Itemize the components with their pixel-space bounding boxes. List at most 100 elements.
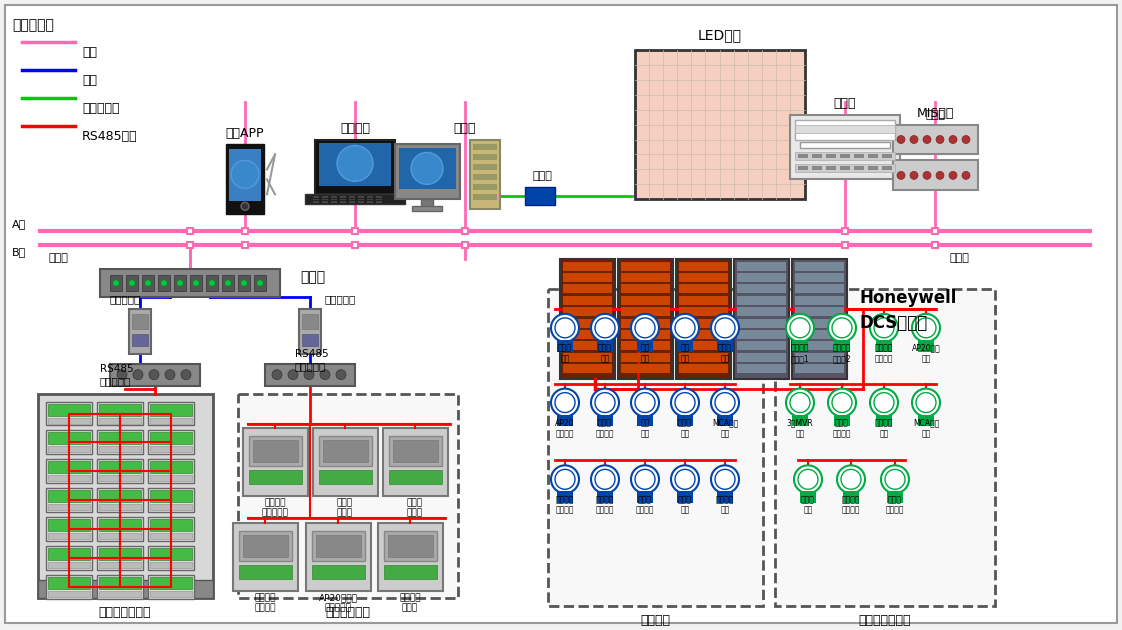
Text: 品管
仪表: 品管 仪表 xyxy=(680,344,690,363)
Bar xyxy=(834,340,850,352)
Circle shape xyxy=(711,314,739,342)
Text: 高清视频线: 高清视频线 xyxy=(82,101,120,115)
Bar xyxy=(96,401,142,425)
Circle shape xyxy=(787,314,813,342)
Bar xyxy=(795,152,895,161)
Bar xyxy=(795,273,844,282)
Bar xyxy=(462,242,468,248)
Bar xyxy=(142,275,154,291)
Text: 蒸锅炉
车间仪表: 蒸锅炉 车间仪表 xyxy=(833,418,852,438)
Bar xyxy=(252,440,298,462)
Bar xyxy=(597,415,613,427)
Circle shape xyxy=(896,171,905,180)
Bar xyxy=(331,199,337,200)
Bar xyxy=(319,144,390,186)
Circle shape xyxy=(181,370,191,380)
Bar xyxy=(563,284,611,293)
Bar xyxy=(242,242,248,248)
Text: 蒸汽进厂
总仪表1: 蒸汽进厂 总仪表1 xyxy=(791,344,809,363)
Bar xyxy=(187,242,193,248)
Text: 备用井
仪表: 备用井 仪表 xyxy=(598,344,611,363)
Bar xyxy=(238,394,458,598)
Bar xyxy=(677,491,693,503)
Circle shape xyxy=(635,318,655,338)
Circle shape xyxy=(129,280,135,286)
Circle shape xyxy=(874,392,894,413)
Circle shape xyxy=(555,469,574,490)
Circle shape xyxy=(631,314,659,342)
Bar xyxy=(48,432,90,444)
Bar xyxy=(473,175,497,180)
Bar xyxy=(637,340,653,352)
Bar xyxy=(376,197,381,198)
Text: 网线: 网线 xyxy=(82,46,96,59)
Bar xyxy=(150,461,192,473)
Bar xyxy=(46,517,92,541)
Circle shape xyxy=(320,370,330,380)
Bar xyxy=(305,194,405,204)
Circle shape xyxy=(257,280,263,286)
Text: 以太网: 以太网 xyxy=(48,253,67,263)
Bar xyxy=(96,546,142,570)
Text: 光电转换器: 光电转换器 xyxy=(109,294,140,304)
Bar xyxy=(150,432,192,444)
Bar xyxy=(775,289,995,606)
Bar xyxy=(795,353,844,362)
Bar xyxy=(242,228,248,234)
Bar xyxy=(48,461,90,473)
Bar xyxy=(473,154,497,161)
Bar xyxy=(470,139,500,209)
Bar xyxy=(462,228,468,234)
Text: 低压配电室电表: 低压配电室电表 xyxy=(99,606,151,619)
Circle shape xyxy=(828,389,856,416)
Bar xyxy=(46,488,92,512)
Bar xyxy=(563,273,611,282)
Bar xyxy=(620,296,670,305)
Text: 上位机: 上位机 xyxy=(453,122,476,135)
Bar xyxy=(393,440,438,462)
Bar xyxy=(812,154,822,158)
Circle shape xyxy=(833,318,852,338)
Bar xyxy=(48,447,90,452)
Circle shape xyxy=(798,469,818,490)
Bar xyxy=(563,330,611,339)
Text: 硼酸钙
车间仪表: 硼酸钙 车间仪表 xyxy=(885,495,904,515)
Circle shape xyxy=(635,392,655,413)
Circle shape xyxy=(675,392,695,413)
Circle shape xyxy=(241,202,249,210)
Bar xyxy=(367,197,373,198)
Circle shape xyxy=(288,370,298,380)
Text: MCA车间
仪表: MCA车间 仪表 xyxy=(711,418,738,438)
Bar xyxy=(620,353,670,362)
Bar xyxy=(620,284,670,293)
Bar xyxy=(150,447,192,452)
Bar xyxy=(637,491,653,503)
Bar xyxy=(99,475,141,481)
Bar xyxy=(620,319,670,328)
Circle shape xyxy=(165,370,175,380)
Circle shape xyxy=(870,389,898,416)
Circle shape xyxy=(209,280,215,286)
Text: 食堂
仪表: 食堂 仪表 xyxy=(641,344,650,363)
Bar xyxy=(99,504,141,510)
Bar xyxy=(795,364,844,373)
Circle shape xyxy=(916,392,936,413)
Bar xyxy=(868,166,879,170)
Circle shape xyxy=(923,171,931,180)
Bar xyxy=(222,275,234,291)
Circle shape xyxy=(145,280,151,286)
Text: 硼酸钙
车间仪表: 硼酸钙 车间仪表 xyxy=(636,495,654,515)
Bar xyxy=(322,197,328,198)
Circle shape xyxy=(160,280,167,286)
Bar xyxy=(620,364,670,373)
Text: 移动终端: 移动终端 xyxy=(340,122,370,135)
Bar xyxy=(349,197,355,198)
Bar xyxy=(352,228,358,234)
Bar xyxy=(99,548,141,560)
Circle shape xyxy=(134,370,142,380)
Circle shape xyxy=(874,318,894,338)
Bar xyxy=(319,471,373,484)
Text: AP20车间
仪表: AP20车间 仪表 xyxy=(911,344,940,363)
Bar xyxy=(306,523,371,591)
Circle shape xyxy=(962,135,971,144)
